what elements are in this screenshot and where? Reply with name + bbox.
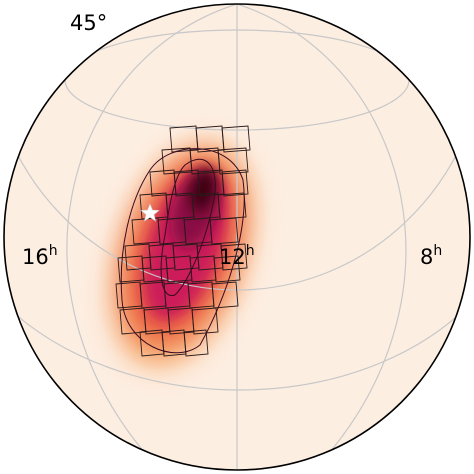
ra-label: 16h — [22, 243, 58, 269]
ra-unit: h — [49, 243, 58, 259]
ra-hour: 8 — [420, 245, 433, 269]
tiles — [115, 125, 251, 357]
contours — [120, 148, 245, 354]
tile — [213, 255, 241, 283]
ra-hour: 16 — [22, 245, 49, 269]
tile — [209, 217, 239, 245]
star-marker — [140, 203, 160, 222]
tile — [183, 329, 209, 357]
tile — [217, 192, 247, 220]
ra-label: 8h — [420, 243, 442, 269]
tile — [220, 243, 248, 271]
ra-label: 12h — [219, 243, 255, 269]
ra-hour: 12 — [219, 245, 246, 269]
tile — [221, 125, 251, 153]
tile — [191, 307, 219, 335]
tile — [221, 169, 249, 197]
dec-label: 45° — [70, 11, 107, 35]
ra-unit: h — [246, 243, 255, 259]
ra-unit: h — [433, 243, 442, 259]
tile — [217, 147, 249, 175]
globe-border — [3, 3, 471, 471]
